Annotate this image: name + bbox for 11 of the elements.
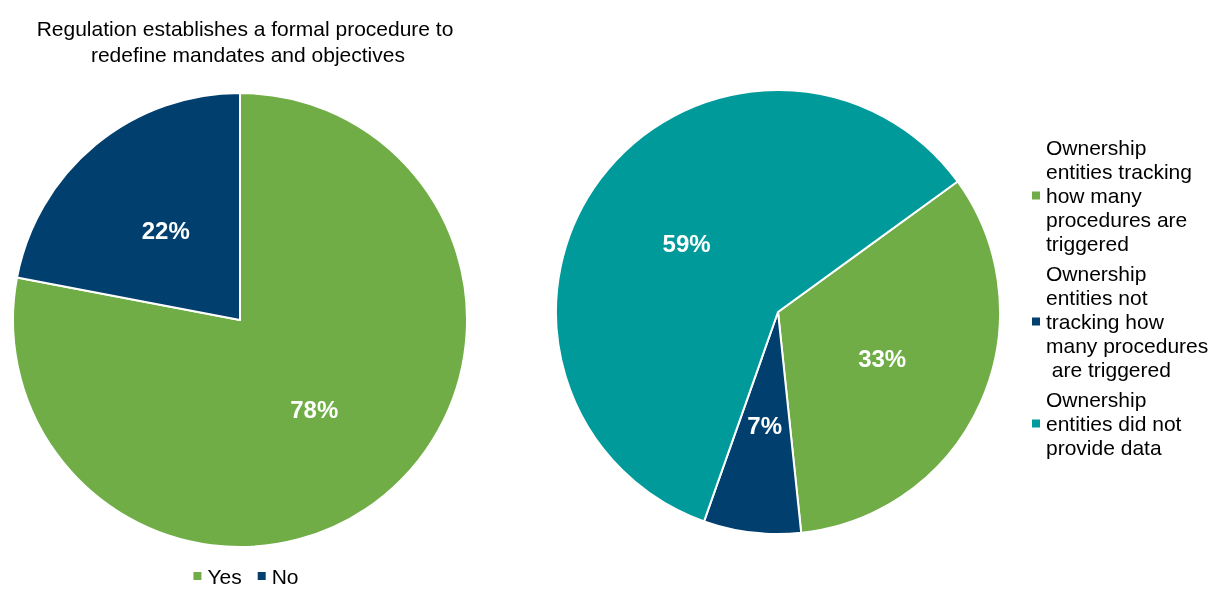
data-label: 7% (747, 411, 782, 439)
chart-title: Regulation establishes a formal procedure to redefine mandates and objectives (36, 16, 454, 66)
data-label: 22% (141, 216, 190, 244)
legend-label: No (271, 564, 299, 588)
data-label: 33% (858, 344, 907, 372)
data-label: 78% (290, 396, 339, 424)
data-label: 59% (662, 230, 711, 258)
legend-label: Ownership entities tracking how many procedures are triggered (1046, 136, 1198, 255)
legend-label: Ownership entities did not provide data (1046, 388, 1188, 459)
legend-label: Ownership entities not tracking how many procedures are triggered (1046, 262, 1209, 381)
legend-label: Yes (207, 564, 242, 588)
